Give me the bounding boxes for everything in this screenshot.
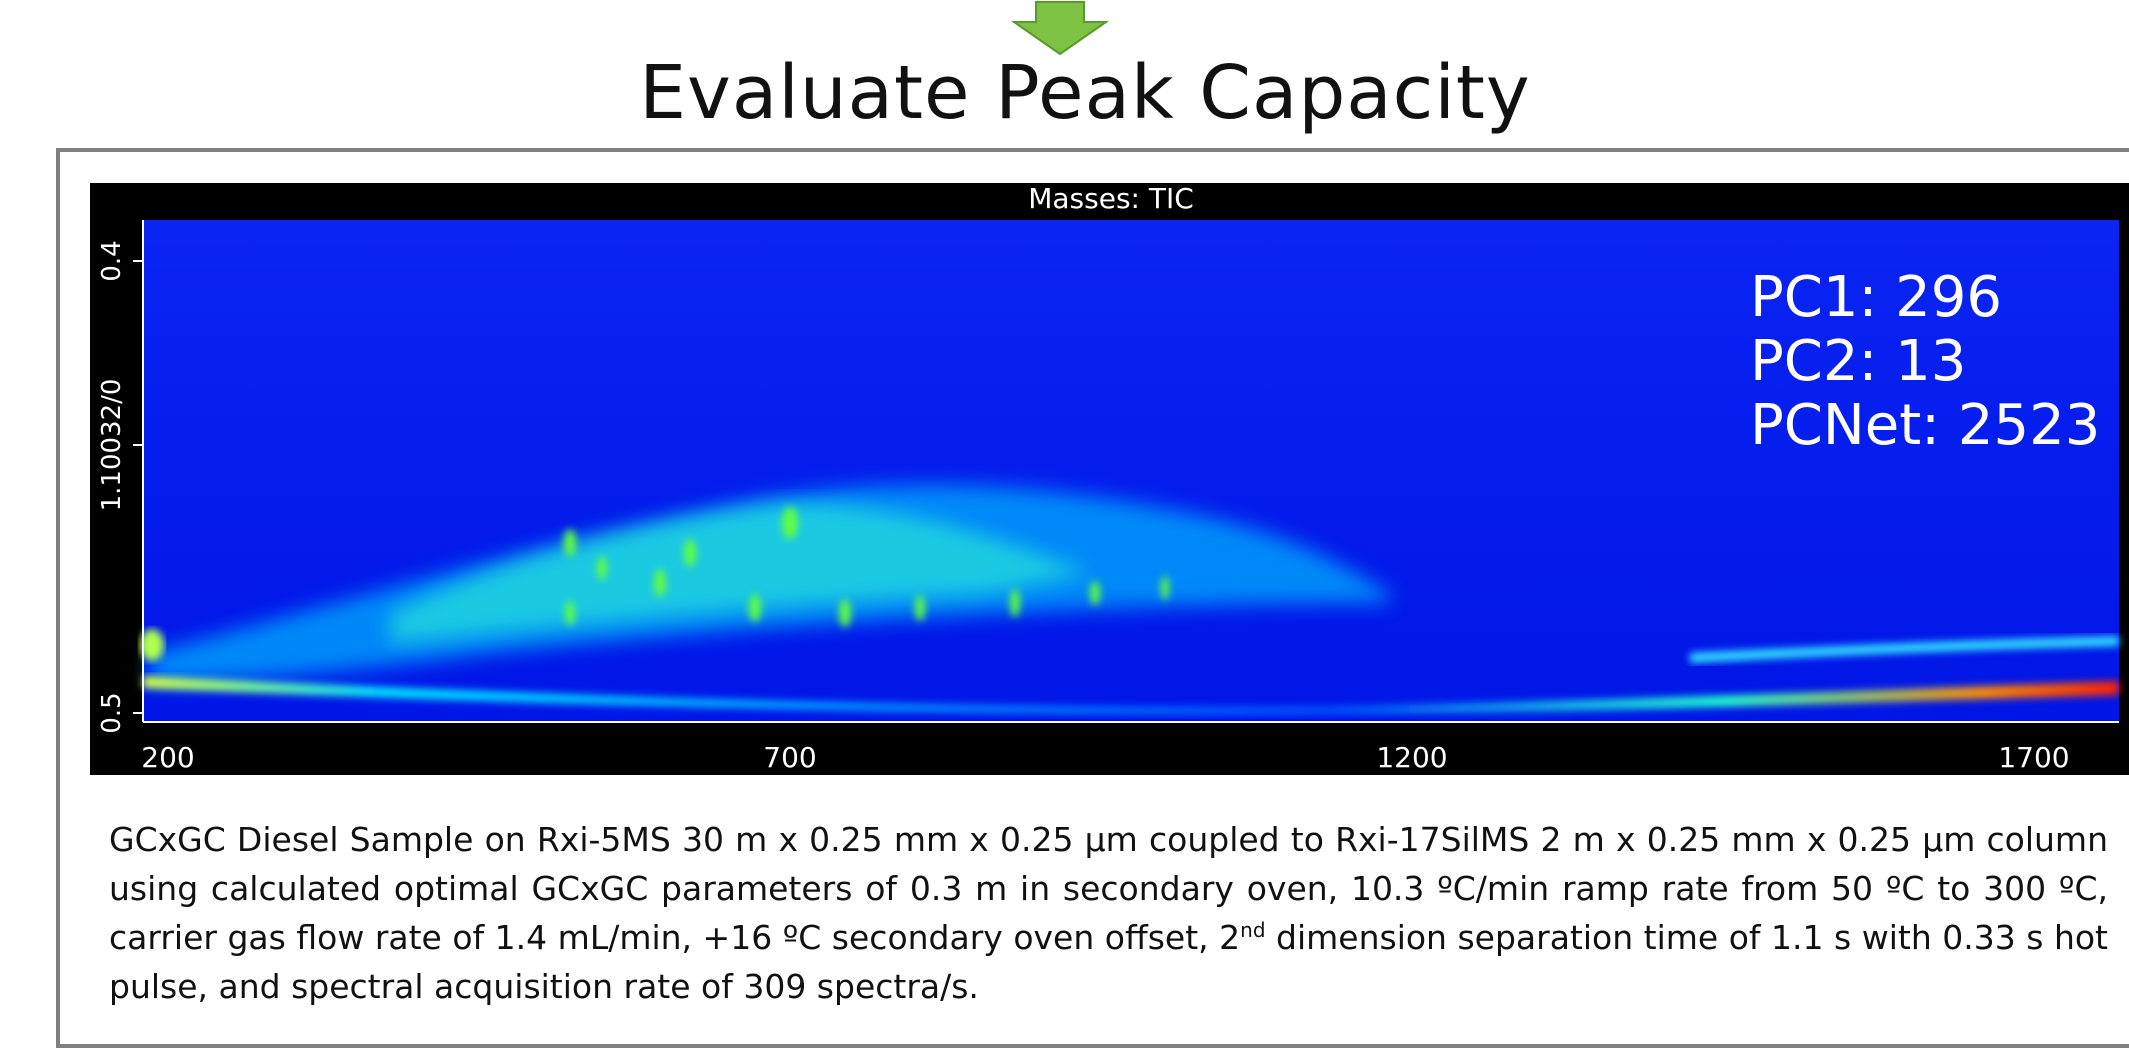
caption: GCxGC Diesel Sample on Rxi-5MS 30 m x 0.…: [109, 815, 2108, 1011]
y-tick-label: 1.10032/0: [97, 379, 127, 512]
x-ticks: 200 700 1200 1700: [141, 741, 2069, 774]
y-tick-label: 0.5: [97, 692, 127, 733]
heatmap-figure: Masses: TIC 0.4 1.10032/0 0.5 200 700 12…: [90, 183, 2129, 775]
signal-cloud: [140, 484, 2119, 715]
y-ticks: 0.4 1.10032/0 0.5: [97, 240, 127, 733]
x-tick-label: 1700: [1998, 741, 2069, 774]
x-tick-label: 700: [763, 741, 816, 774]
annotation: PC1: 296: [1750, 265, 2002, 330]
annotation: PCNet: 2523: [1750, 393, 2100, 458]
annotations: PC1: 296 PC2: 13 PCNet: 2523: [1750, 265, 2100, 458]
caption-text: GCxGC Diesel Sample on Rxi-5MS 30 m x 0.…: [109, 820, 2108, 957]
panel-title: Masses: TIC: [1028, 183, 1194, 215]
x-tick-label: 200: [141, 741, 194, 774]
caption-superscript: nd: [1240, 918, 1266, 942]
x-tick-label: 1200: [1376, 741, 1447, 774]
caption-text: dimension separation time of 1.1 s with …: [109, 918, 2108, 1006]
down-arrow: [1012, 1, 1108, 56]
slide-title: Evaluate Peak Capacity: [639, 50, 1531, 136]
tick-marks: [133, 260, 143, 714]
annotation: PC2: 13: [1750, 329, 1966, 394]
y-tick-label: 0.4: [97, 240, 127, 281]
